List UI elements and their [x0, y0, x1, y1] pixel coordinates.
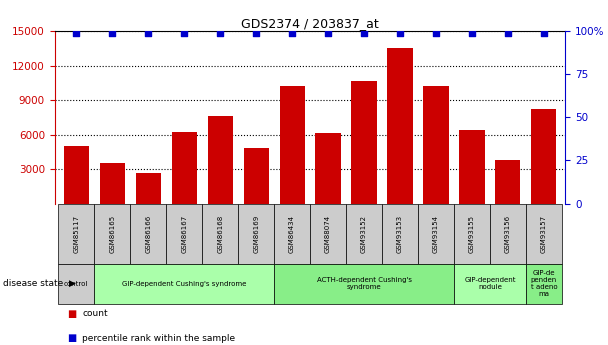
Point: [71, 30, 81, 36]
Bar: [207, 116, 233, 204]
Text: GSM93154: GSM93154: [433, 215, 439, 253]
Bar: [316, 134, 340, 204]
Text: GSM85117: GSM85117: [74, 215, 79, 253]
Point: [431, 30, 441, 36]
Bar: [64, 146, 89, 204]
Bar: [496, 160, 520, 204]
Bar: [244, 148, 269, 204]
Point: [179, 30, 189, 36]
Text: GSM86166: GSM86166: [145, 215, 151, 253]
Text: ACTH-dependent Cushing's
syndrome: ACTH-dependent Cushing's syndrome: [317, 277, 412, 290]
Text: GIP-dependent Cushing's syndrome: GIP-dependent Cushing's syndrome: [122, 281, 246, 287]
Point: [503, 30, 513, 36]
Point: [287, 30, 297, 36]
Point: [323, 30, 333, 36]
Bar: [280, 86, 305, 204]
Point: [395, 30, 405, 36]
Bar: [531, 109, 556, 204]
Text: ■: ■: [67, 333, 76, 343]
Bar: [423, 86, 449, 204]
Text: GSM86165: GSM86165: [109, 215, 116, 253]
Point: [467, 30, 477, 36]
Text: ■: ■: [67, 309, 76, 319]
Text: GSM93157: GSM93157: [541, 215, 547, 253]
Point: [359, 30, 369, 36]
Point: [215, 30, 225, 36]
Bar: [136, 172, 161, 204]
Text: GSM88074: GSM88074: [325, 215, 331, 253]
Text: percentile rank within the sample: percentile rank within the sample: [82, 334, 235, 343]
Text: GSM86168: GSM86168: [217, 215, 223, 253]
Point: [251, 30, 261, 36]
Bar: [387, 48, 413, 204]
Text: GSM93153: GSM93153: [397, 215, 403, 253]
Text: GIP-de
penden
t adeno
ma: GIP-de penden t adeno ma: [531, 270, 557, 297]
Bar: [459, 130, 485, 204]
Point: [108, 30, 117, 36]
Bar: [351, 80, 376, 204]
Text: GSM86169: GSM86169: [253, 215, 259, 253]
Bar: [100, 163, 125, 204]
Point: [539, 30, 549, 36]
Text: disease state  ▶: disease state ▶: [3, 279, 76, 288]
Text: control: control: [64, 281, 89, 287]
Bar: [171, 132, 197, 204]
Title: GDS2374 / 203837_at: GDS2374 / 203837_at: [241, 17, 379, 30]
Text: GSM86167: GSM86167: [181, 215, 187, 253]
Point: [143, 30, 153, 36]
Text: GSM93155: GSM93155: [469, 215, 475, 253]
Text: GSM93156: GSM93156: [505, 215, 511, 253]
Text: GSM93152: GSM93152: [361, 215, 367, 253]
Text: count: count: [82, 309, 108, 318]
Text: GSM86434: GSM86434: [289, 215, 295, 253]
Text: GIP-dependent
nodule: GIP-dependent nodule: [464, 277, 516, 290]
